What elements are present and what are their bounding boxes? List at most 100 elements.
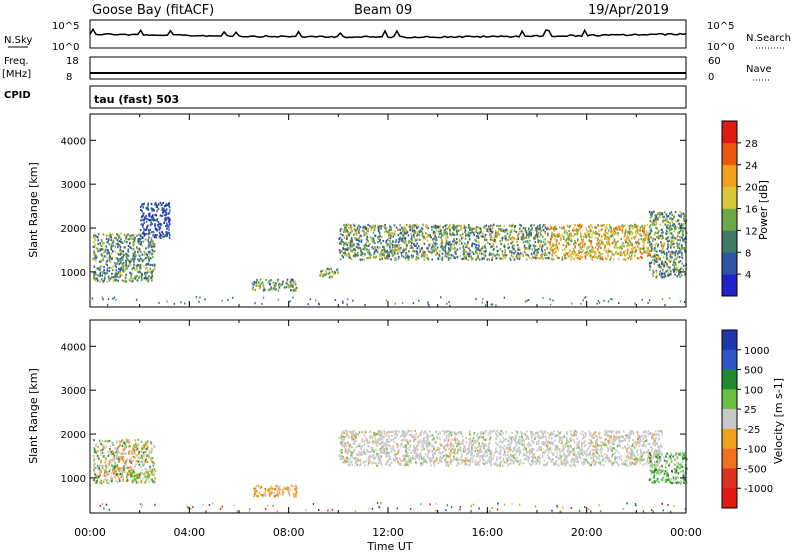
data-cell xyxy=(681,244,683,246)
data-cell xyxy=(459,247,461,249)
data-cell xyxy=(114,476,116,478)
data-cell xyxy=(93,279,95,281)
data-cell xyxy=(101,239,103,241)
data-cell xyxy=(104,475,106,477)
data-cell xyxy=(460,228,462,230)
data-cell xyxy=(273,282,275,284)
data-cell xyxy=(94,266,96,268)
data-cell xyxy=(427,301,428,303)
data-cell xyxy=(600,247,602,249)
data-cell xyxy=(98,476,100,478)
data-cell xyxy=(627,248,629,250)
data-cell xyxy=(577,257,579,259)
data-cell xyxy=(106,446,108,448)
data-cell xyxy=(139,461,141,463)
data-cell xyxy=(473,228,475,230)
data-cell xyxy=(411,430,413,432)
data-cell xyxy=(531,437,533,439)
data-cell xyxy=(650,256,652,258)
data-cell xyxy=(293,495,295,497)
data-cell xyxy=(478,464,480,466)
data-cell xyxy=(500,228,502,230)
data-cell xyxy=(368,462,370,464)
data-cell xyxy=(458,224,460,226)
data-cell xyxy=(140,457,142,459)
data-cell xyxy=(94,276,96,278)
data-cell xyxy=(130,472,132,474)
data-cell xyxy=(364,304,365,306)
data-cell xyxy=(669,227,671,229)
data-cell xyxy=(120,233,122,235)
data-cell xyxy=(524,237,526,239)
data-cell xyxy=(121,250,123,252)
data-cell xyxy=(533,244,535,246)
data-cell xyxy=(148,242,150,244)
data-cell xyxy=(358,225,360,227)
data-cell xyxy=(646,235,648,237)
data-cell xyxy=(103,452,105,454)
data-cell xyxy=(133,450,135,452)
data-cell xyxy=(620,246,622,248)
data-cell xyxy=(267,289,269,291)
data-cell xyxy=(96,481,98,483)
data-cell xyxy=(527,240,529,242)
data-cell xyxy=(345,243,347,245)
data-cell xyxy=(439,233,441,235)
data-cell xyxy=(485,254,487,256)
data-cell xyxy=(106,255,108,257)
data-cell xyxy=(598,300,599,302)
data-cell xyxy=(361,239,363,241)
data-cell xyxy=(93,237,95,239)
data-cell xyxy=(141,460,143,462)
data-cell xyxy=(455,253,457,255)
data-cell xyxy=(662,237,664,239)
data-cell xyxy=(627,252,629,254)
data-cell xyxy=(158,302,159,304)
data-cell xyxy=(402,234,404,236)
data-cell xyxy=(515,251,517,253)
data-cell xyxy=(447,236,449,238)
data-cell xyxy=(655,431,657,433)
data-cell xyxy=(158,208,160,210)
data-cell xyxy=(112,458,114,460)
data-cell xyxy=(447,254,449,256)
data-cell xyxy=(112,298,113,300)
data-cell xyxy=(364,435,366,437)
data-cell xyxy=(582,241,584,243)
data-cell xyxy=(409,434,411,436)
data-cell xyxy=(600,464,602,466)
data-cell xyxy=(441,233,443,235)
data-cell xyxy=(128,467,130,469)
data-cell xyxy=(332,276,334,278)
data-cell xyxy=(143,259,145,261)
data-cell xyxy=(666,226,668,228)
data-cell xyxy=(394,441,396,443)
data-cell xyxy=(544,464,546,466)
data-cell xyxy=(102,243,104,245)
data-cell xyxy=(533,224,535,226)
data-cell xyxy=(394,224,396,226)
data-cell xyxy=(390,251,392,253)
data-cell xyxy=(109,236,111,238)
data-cell xyxy=(430,236,432,238)
data-cell xyxy=(558,242,560,244)
data-cell xyxy=(639,234,641,236)
data-cell xyxy=(117,448,119,450)
data-cell xyxy=(570,240,572,242)
data-cell xyxy=(396,245,398,247)
data-cell xyxy=(406,246,408,248)
data-cell xyxy=(274,284,276,286)
data-cell xyxy=(620,238,622,240)
data-cell xyxy=(138,481,140,483)
data-cell xyxy=(416,231,418,233)
data-cell xyxy=(609,250,611,252)
data-cell xyxy=(149,251,151,253)
data-cell xyxy=(140,264,142,266)
data-cell xyxy=(663,265,665,267)
data-cell xyxy=(436,243,438,245)
data-cell xyxy=(670,232,672,234)
data-cell xyxy=(514,258,516,260)
data-cell xyxy=(108,465,110,467)
data-cell xyxy=(274,492,276,494)
